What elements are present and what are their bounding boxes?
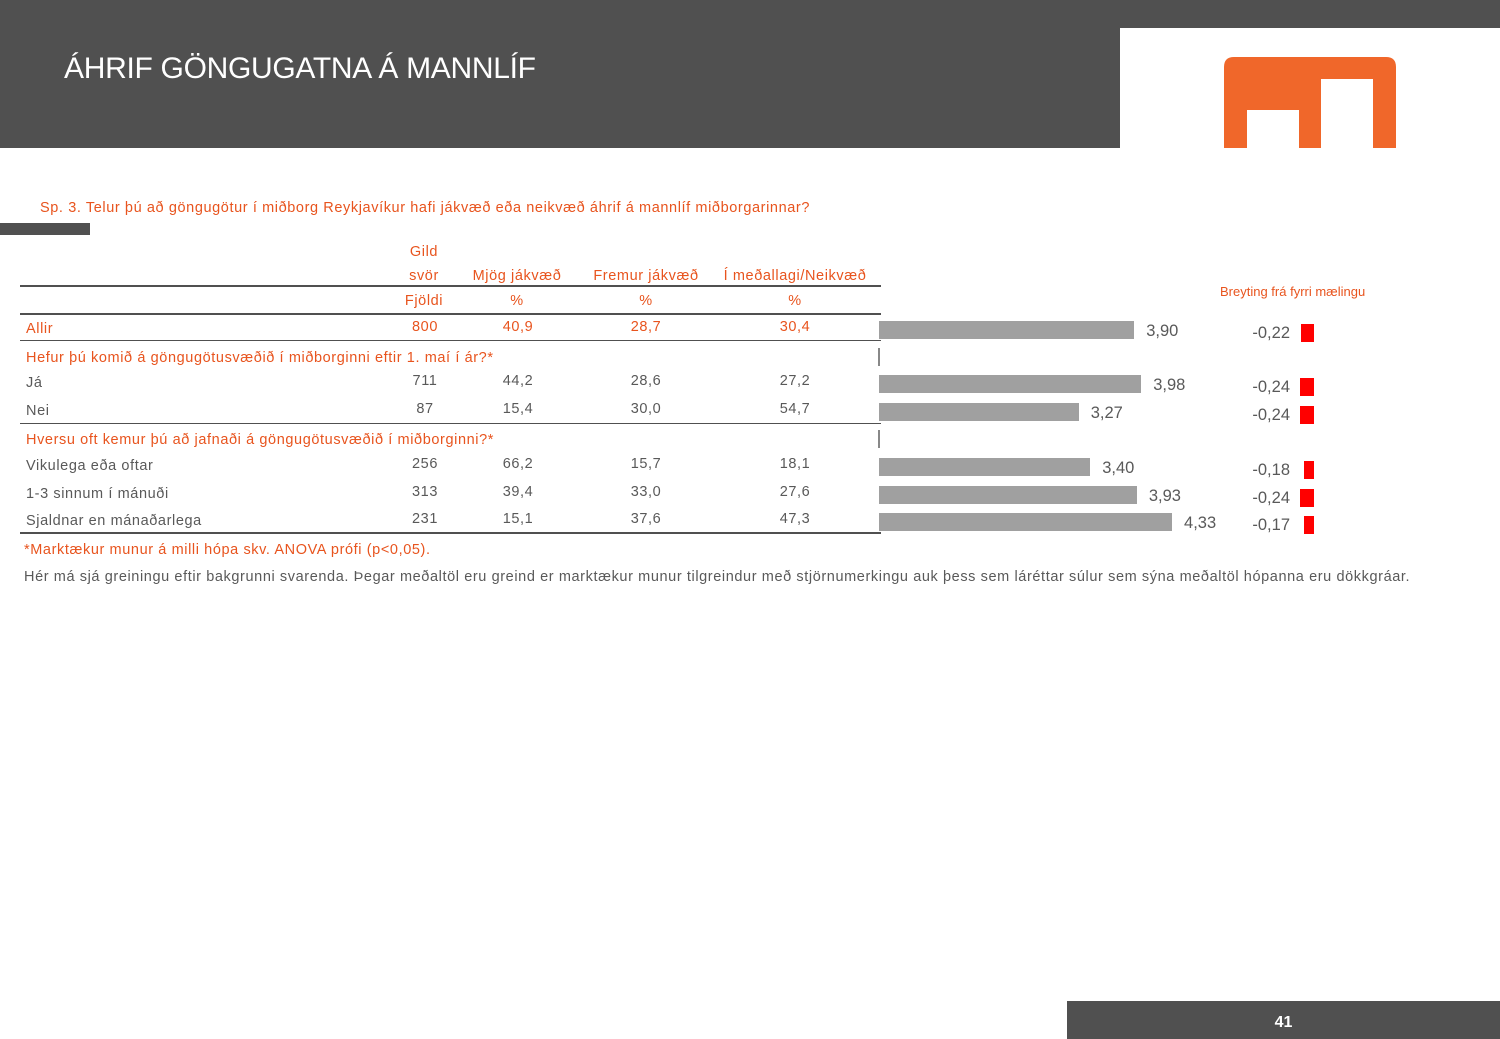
question-text: Sp. 3. Telur þú að göngugötur í miðborg … [40,200,810,216]
section-heading: Hversu oft kemur þú að jafnaði á göngugö… [26,432,495,448]
row-fremur: 15,7 [630,456,662,472]
row-medal: 54,7 [779,401,811,417]
page-number: 41 [1274,1014,1293,1031]
row-fremur: 30,0 [630,401,662,417]
header-pct: % [510,293,524,309]
mean-bar [879,403,1079,421]
change-bar [1300,406,1314,424]
mean-label: 3,90 [1146,322,1179,340]
change-bar [1304,516,1314,534]
change-bar [1300,378,1314,396]
row-medal: 18,1 [779,456,811,472]
header-gild: Gild [409,244,439,260]
mean-label: 4,33 [1184,514,1217,532]
mean-label: 3,98 [1153,376,1186,394]
row-fremur: 28,6 [630,373,662,389]
row-n: 231 [412,511,438,527]
section-heading: Hefur þú komið á göngugötusvæðið í miðbo… [26,350,494,366]
header-fremur: Fremur jákvæð [593,268,699,284]
row-medal: 27,2 [779,373,811,389]
row-label: Vikulega eða oftar [26,458,154,474]
change-bar [1303,461,1314,479]
mean-bar [879,513,1173,531]
mean-label: 3,93 [1148,487,1181,505]
row-label: Allir [26,321,54,337]
change-bar [1301,324,1314,342]
divider [20,285,881,287]
row-n: 87 [416,401,434,417]
footer-band [1067,1001,1500,1039]
row-mjog: 66,2 [502,456,534,472]
mean-bar [879,458,1091,476]
divider [20,340,881,341]
header-svor: svör [409,268,439,284]
mean-bar [879,321,1135,339]
mean-bar [879,375,1142,393]
change-label: -0,24 [1252,378,1290,396]
footnote: *Marktækur munur á milli hópa skv. ANOVA… [24,542,431,558]
header-fjoldi: Fjöldi [404,293,444,309]
header-band [0,0,1120,148]
header-mjog: Mjög jákvæð [472,268,562,284]
axis-tick [878,430,880,448]
header-medal: Í meðallagi/Neikvæð [723,268,867,284]
row-medal: 47,3 [779,511,811,527]
row-n: 256 [412,456,438,472]
logo-icon [1224,57,1396,148]
divider [20,532,881,534]
row-mjog: 39,4 [502,484,534,500]
change-bar [1300,489,1314,507]
change-label: -0,24 [1252,489,1290,507]
mean-label: 3,40 [1102,459,1135,477]
change-label: -0,24 [1252,406,1290,424]
change-label: -0,22 [1252,324,1290,342]
divider [20,313,881,315]
row-mjog: 40,9 [502,319,534,335]
description: Hér má sjá greiningu eftir bakgrunni sva… [24,569,1411,585]
row-label: Sjaldnar en mánaðarlega [26,513,202,529]
change-header: Breyting frá fyrri mælingu [1220,284,1366,299]
row-mjog: 15,4 [502,401,534,417]
row-n: 800 [412,319,438,335]
row-medal: 27,6 [779,484,811,500]
row-fremur: 33,0 [630,484,662,500]
change-label: -0,17 [1252,516,1290,534]
mean-bar [879,486,1137,504]
row-mjog: 15,1 [502,511,534,527]
page-title: ÁHRIF GÖNGUGATNA Á MANNLÍF [64,52,536,85]
row-fremur: 28,7 [630,319,662,335]
header-pct: % [639,293,653,309]
row-medal: 30,4 [779,319,811,335]
axis-tick [878,348,880,366]
row-label: Já [26,375,43,391]
mean-label: 3,27 [1090,404,1123,422]
header-pct: % [788,293,802,309]
row-label: Nei [26,403,50,419]
row-n: 313 [412,484,438,500]
row-n: 711 [412,373,438,389]
change-label: -0,18 [1252,461,1290,479]
divider [20,423,881,424]
row-fremur: 37,6 [630,511,662,527]
row-label: 1-3 sinnum í mánuði [26,486,169,502]
row-mjog: 44,2 [502,373,534,389]
accent-bar [0,223,90,235]
